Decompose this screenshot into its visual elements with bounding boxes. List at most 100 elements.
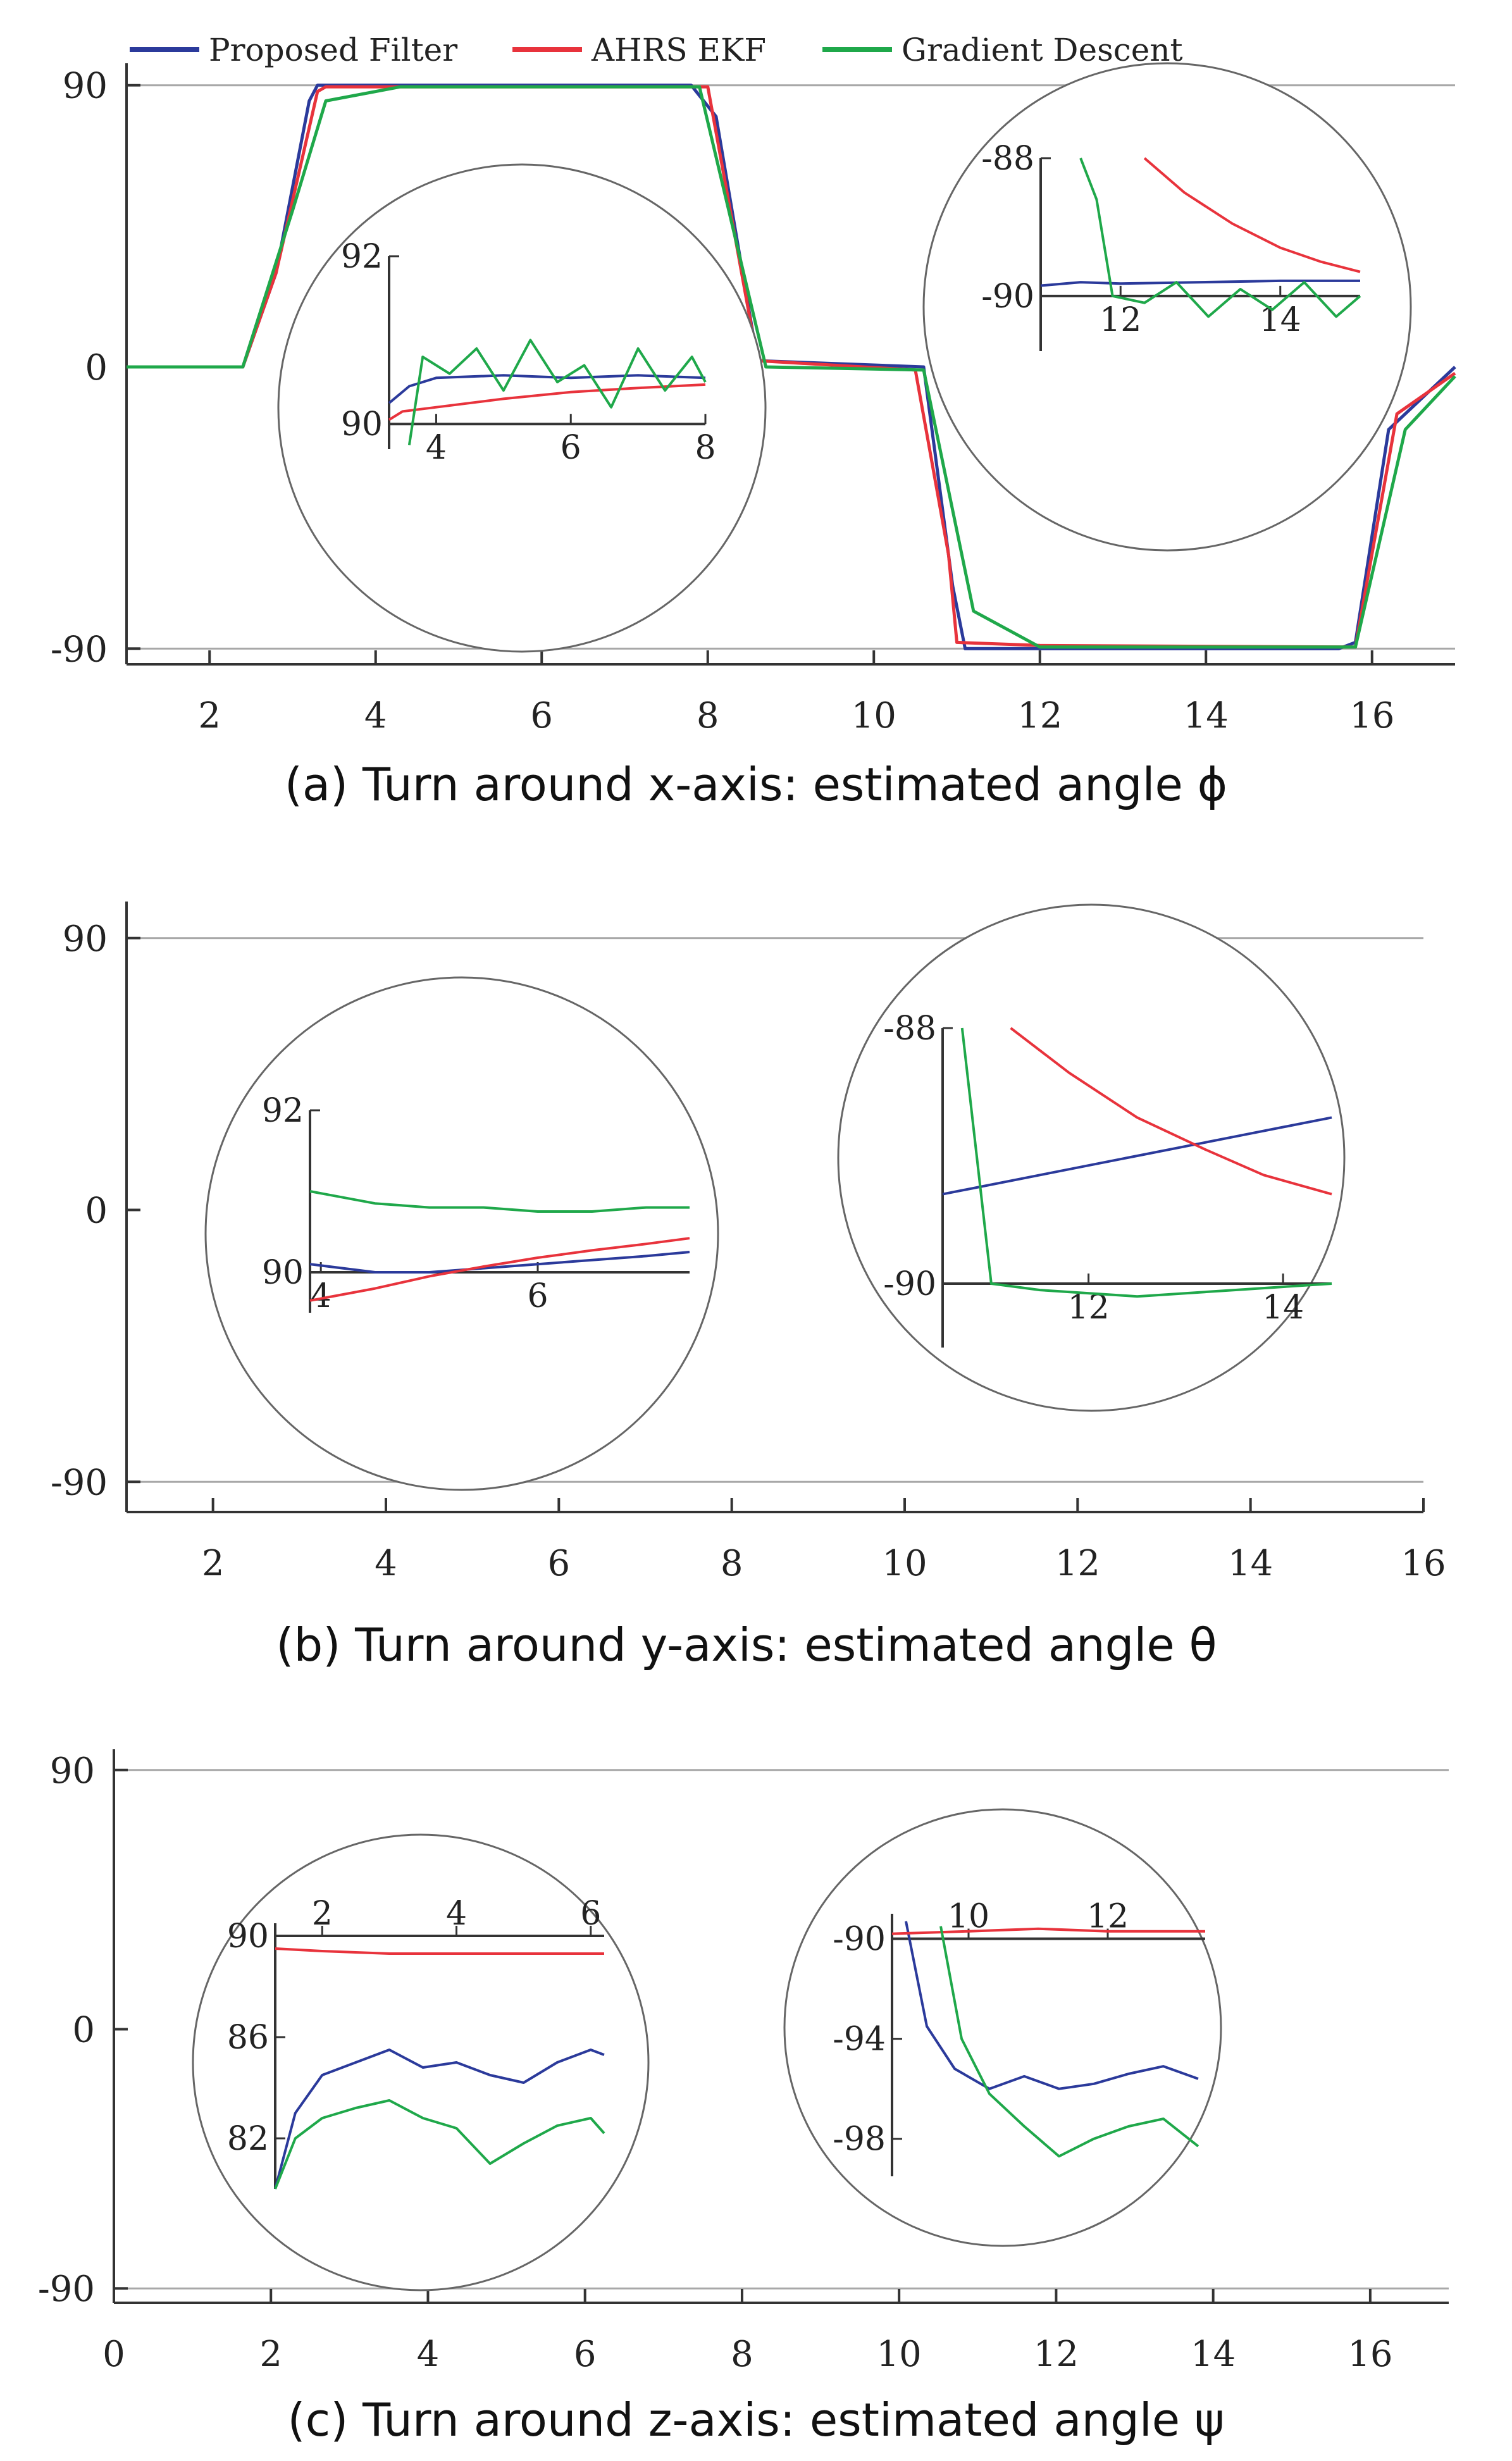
inset-series-line [309, 1190, 690, 1213]
x-tick-label: 8 [731, 2334, 753, 2375]
x-tick-label: 14 [1184, 695, 1229, 736]
x-tick-label: 6 [548, 1543, 571, 1584]
inset-y-tick-label: 90 [227, 1918, 269, 1956]
x-tick-label: 12 [1017, 695, 1062, 736]
x-tick-label: 4 [364, 695, 387, 736]
inset-series-line [1010, 1027, 1332, 1196]
x-tick-label: 6 [574, 2334, 597, 2375]
inset-y-tick-label: 90 [341, 406, 383, 443]
series-line [127, 85, 1456, 649]
x-tick-label: 6 [530, 695, 553, 736]
inset-circle [922, 62, 1412, 552]
legend-label: Proposed Filter [209, 32, 457, 68]
x-tick-label: 4 [375, 1543, 397, 1584]
x-tick-label: 16 [1349, 695, 1394, 736]
x-tick-label: 16 [1401, 1543, 1446, 1584]
inset-y-tick-label: -90 [883, 1265, 936, 1303]
inset-x-tick-label: 6 [580, 1895, 601, 1933]
x-tick-label: 12 [1034, 2334, 1079, 2375]
y-tick-label: -90 [38, 2269, 95, 2310]
inset-y-tick-label: -98 [833, 2121, 886, 2159]
x-tick-label: 2 [259, 2334, 282, 2375]
inset-series-line [309, 1251, 690, 1274]
inset-x-tick-label: 14 [1262, 1289, 1304, 1327]
inset-x-tick-label: 12 [1100, 301, 1141, 339]
y-tick-label: -90 [51, 1462, 108, 1503]
inset-x-tick-label: 4 [426, 429, 447, 467]
y-tick-label: 0 [85, 1191, 108, 1232]
inset-series-line [960, 1027, 1332, 1298]
inset-x-tick-label: 12 [1087, 1898, 1129, 1936]
inset-series-line [1040, 279, 1360, 287]
x-tick-label: 0 [102, 2334, 125, 2375]
x-tick-label: 10 [852, 695, 896, 736]
caption-c: (c) Turn around z-axis: estimated angle … [288, 2393, 1225, 2446]
inset-y-tick-label: -90 [833, 1921, 886, 1959]
inset-x-tick-label: 8 [695, 429, 716, 467]
inset-y-tick-label: -90 [981, 278, 1034, 316]
x-tick-label: 4 [417, 2334, 440, 2375]
inset-x-tick-label: 10 [948, 1898, 989, 1936]
y-tick-label: -90 [51, 629, 108, 670]
inset-series-line [274, 2099, 605, 2190]
legend-label: AHRS EKF [591, 32, 766, 68]
y-tick-label: 0 [85, 347, 108, 388]
legend: Proposed Filter AHRS EKF Gradient Descent [130, 32, 1183, 68]
inset-series-line [388, 374, 706, 404]
inset-y-tick-label: 92 [262, 1092, 304, 1130]
x-tick-label: 2 [198, 695, 221, 736]
inset-series-line [388, 383, 706, 421]
legend-label: Gradient Descent [902, 32, 1183, 68]
x-tick-label: 8 [721, 1543, 743, 1584]
y-tick-label: 0 [72, 2010, 95, 2051]
inset-circle [204, 976, 719, 1491]
inset-series-line [939, 1926, 1199, 2158]
inset-y-tick-label: -94 [833, 2021, 886, 2059]
inset-series-line [905, 1921, 1199, 2090]
x-tick-label: 10 [877, 2334, 922, 2375]
x-tick-label: 14 [1191, 2334, 1236, 2375]
inset: 90 86 82 2 4 6 [192, 1833, 650, 2291]
x-tick-label: 14 [1228, 1543, 1273, 1584]
inset-y-tick-label: -88 [883, 1010, 936, 1048]
x-tick-label: 2 [202, 1543, 225, 1584]
inset-y-tick-label: -88 [981, 140, 1034, 178]
inset-circle [783, 1808, 1222, 2247]
y-tick-label: 90 [50, 1751, 95, 1792]
x-tick-label: 12 [1055, 1543, 1100, 1584]
inset-series-line [309, 1237, 690, 1302]
inset-y-tick-label: 86 [227, 2019, 269, 2057]
inset-x-tick-label: 4 [446, 1895, 467, 1933]
inset-series-line [1143, 157, 1361, 273]
legend-item: Proposed Filter [130, 32, 457, 68]
inset-y-tick-label: 92 [341, 238, 383, 276]
inset-series-line [1079, 158, 1361, 318]
inset-series-line [274, 2049, 605, 2190]
x-tick-label: 16 [1348, 2334, 1392, 2375]
inset-circle [192, 1833, 650, 2291]
inset-x-tick-label: 6 [527, 1277, 548, 1315]
inset: 92 90 4 6 8 [277, 163, 767, 653]
inset-y-tick-label: 90 [262, 1254, 304, 1292]
legend-item: Gradient Descent [822, 32, 1183, 68]
inset-circle [837, 903, 1346, 1412]
inset-x-tick-label: 2 [312, 1895, 333, 1933]
y-tick-label: 90 [63, 66, 108, 107]
inset-series-line [942, 1116, 1332, 1196]
x-tick-label: 10 [882, 1543, 927, 1584]
y-tick-label: 90 [63, 919, 108, 960]
legend-item: AHRS EKF [512, 32, 766, 68]
inset-series-line [407, 338, 707, 445]
x-tick-label: 8 [697, 695, 719, 736]
inset-circle [277, 163, 767, 653]
caption-a: (a) Turn around x-axis: estimated angle … [285, 758, 1227, 811]
caption-b: (b) Turn around y-axis: estimated angle … [276, 1618, 1217, 1671]
inset: -90 -94 -98 10 12 [783, 1808, 1222, 2247]
